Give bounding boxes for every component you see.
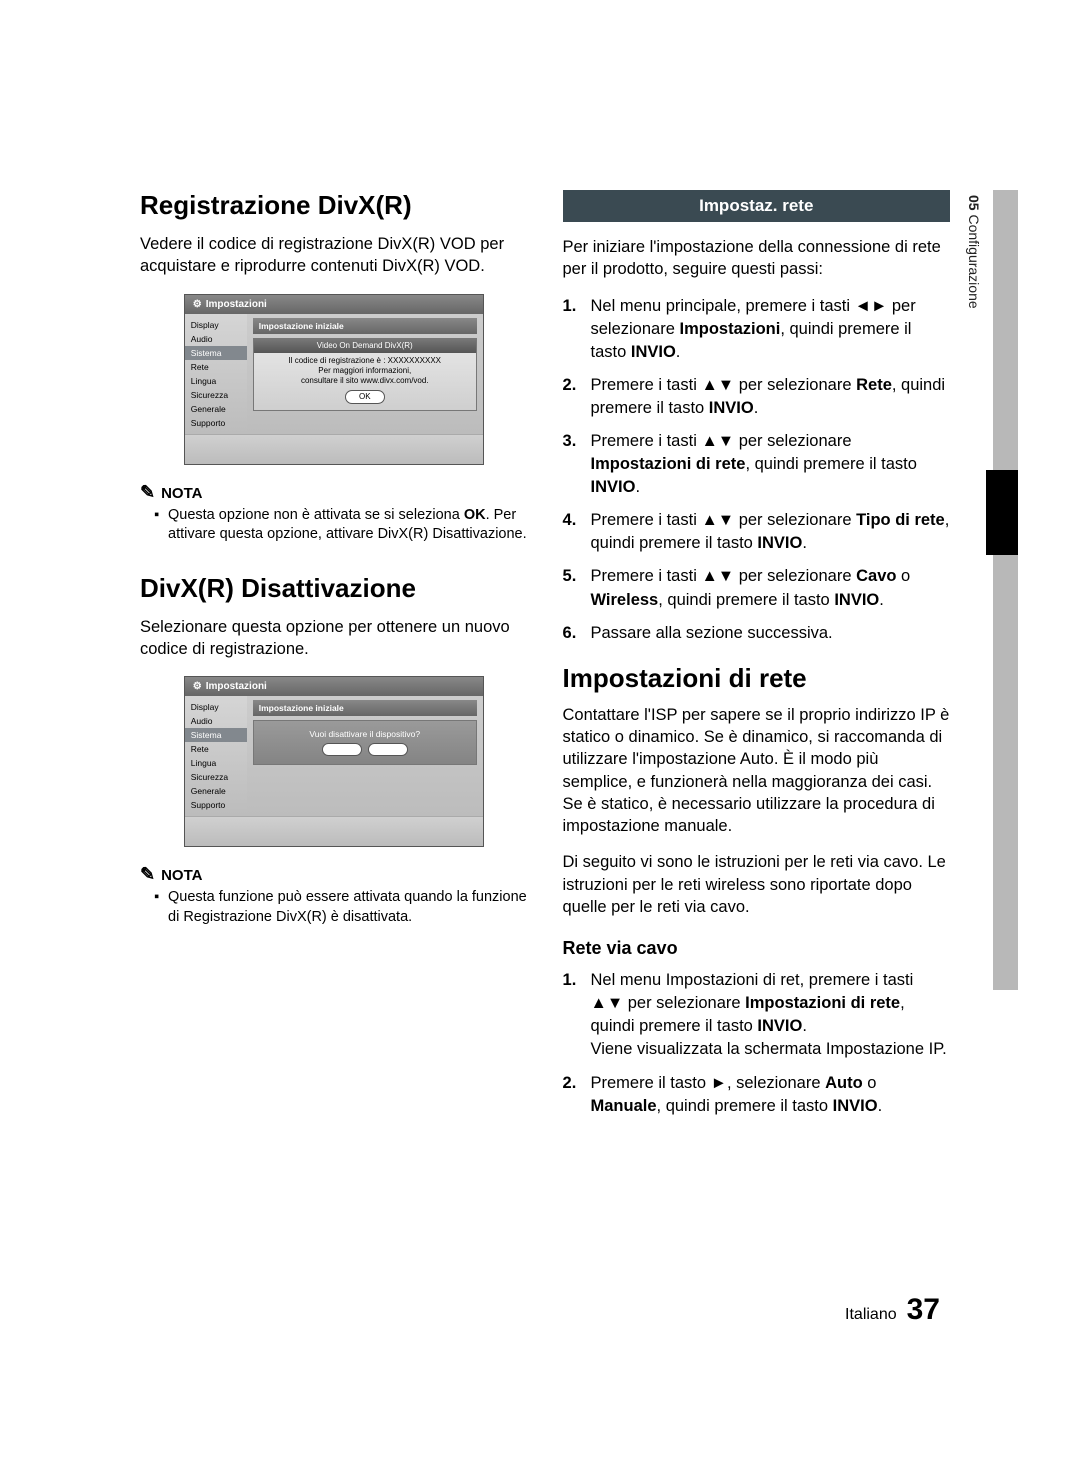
ui-side-generale[interactable]: Generale bbox=[185, 784, 247, 798]
ui-side-generale[interactable]: Generale bbox=[185, 402, 247, 416]
ui-bottom-bar bbox=[185, 434, 483, 464]
right-column: Impostaz. rete Per iniziare l'impostazio… bbox=[563, 190, 951, 1128]
yes-button[interactable]: Sì bbox=[322, 743, 362, 756]
heading-impostazioni-di-rete: Impostazioni di rete bbox=[563, 663, 951, 694]
ui-side-sistema[interactable]: Sistema bbox=[185, 346, 247, 360]
setup-steps: Nel menu principale, premere i tasti ◄► … bbox=[563, 295, 951, 645]
ui-dialog-deactivate: Vuoi disattivare il dispositivo? Sì No bbox=[253, 720, 477, 765]
gear-icon: ⚙ bbox=[193, 681, 202, 692]
heading-registrazione: Registrazione DivX(R) bbox=[140, 190, 528, 221]
step-4: Premere i tasti ▲▼ per selezionare Tipo … bbox=[563, 509, 951, 555]
left-column: Registrazione DivX(R) Vedere il codice d… bbox=[140, 190, 528, 1128]
ui-screenshot-divx-register: ⚙ Impostazioni Display Audio Sistema Ret… bbox=[184, 294, 484, 465]
ui-side-supporto[interactable]: Supporto bbox=[185, 416, 247, 430]
subheading-rete-via-cavo: Rete via cavo bbox=[563, 938, 951, 959]
ui-side-rete[interactable]: Rete bbox=[185, 742, 247, 756]
ui-header-title-2: Impostazioni bbox=[206, 681, 267, 692]
ui-sidebar-2: Display Audio Sistema Rete Lingua Sicure… bbox=[185, 696, 247, 816]
ui-side-rete[interactable]: Rete bbox=[185, 360, 247, 374]
ui-dialog-line2: Per maggiori informazioni, bbox=[258, 366, 472, 376]
heading-disattivazione: DivX(R) Disattivazione bbox=[140, 573, 528, 604]
step-5: Premere i tasti ▲▼ per selezionare Cavo … bbox=[563, 565, 951, 611]
ok-button[interactable]: OK bbox=[345, 390, 385, 404]
ui-dialog-vod: Video On Demand DivX(R) Il codice di reg… bbox=[253, 338, 477, 411]
ui-header-2: ⚙ Impostazioni bbox=[185, 677, 483, 696]
ui-side-audio[interactable]: Audio bbox=[185, 332, 247, 346]
ui-side-sicurezza[interactable]: Sicurezza bbox=[185, 388, 247, 402]
ui-sidebar: Display Audio Sistema Rete Lingua Sicure… bbox=[185, 314, 247, 434]
cable-step-1: Nel menu Impostazioni di ret, premere i … bbox=[563, 969, 951, 1061]
no-button[interactable]: No bbox=[368, 743, 408, 756]
ui-side-sicurezza[interactable]: Sicurezza bbox=[185, 770, 247, 784]
paragraph-registrazione: Vedere il codice di registrazione DivX(R… bbox=[140, 233, 528, 278]
ui-bottom-bar-2 bbox=[185, 816, 483, 846]
ui-side-display[interactable]: Display bbox=[185, 318, 247, 332]
banner-impostaz-rete: Impostaz. rete bbox=[563, 190, 951, 222]
ui-header-title: Impostazioni bbox=[206, 299, 267, 310]
paragraph-intro-rete: Per iniziare l'impostazione della connes… bbox=[563, 236, 951, 281]
ui-dialog-title: Video On Demand DivX(R) bbox=[254, 339, 476, 353]
ui-side-display[interactable]: Display bbox=[185, 700, 247, 714]
footer-page: 37 bbox=[907, 1293, 940, 1327]
ui-side-sistema[interactable]: Sistema bbox=[185, 728, 247, 742]
note-item-2: Questa funzione può essere attivata quan… bbox=[168, 888, 528, 927]
step-3: Premere i tasti ▲▼ per selezionare Impos… bbox=[563, 430, 951, 499]
note-item-1: Questa opzione non è attivata se si sele… bbox=[168, 506, 528, 545]
paragraph-wired-note: Di seguito vi sono le istruzioni per le … bbox=[563, 851, 951, 918]
ui-dialog-line3: consultare il sito www.divx.com/vod. bbox=[258, 376, 472, 386]
cable-step-2: Premere il tasto ►, selezionare Auto o M… bbox=[563, 1072, 951, 1118]
paragraph-disattivazione: Selezionare questa opzione per ottenere … bbox=[140, 616, 528, 661]
ui-side-lingua[interactable]: Lingua bbox=[185, 374, 247, 388]
page-footer: Italiano 37 bbox=[845, 1293, 940, 1327]
ui-screenshot-divx-deactivate: ⚙ Impostazioni Display Audio Sistema Ret… bbox=[184, 676, 484, 847]
ui-row-title-2[interactable]: Impostazione iniziale bbox=[253, 700, 477, 716]
note-label: NOTA bbox=[161, 485, 202, 502]
note-heading-2: ✎ NOTA bbox=[140, 865, 528, 886]
ui-side-supporto[interactable]: Supporto bbox=[185, 798, 247, 812]
footer-language: Italiano bbox=[845, 1306, 897, 1324]
gear-icon: ⚙ bbox=[193, 299, 202, 310]
ui-header: ⚙ Impostazioni bbox=[185, 295, 483, 314]
step-1: Nel menu principale, premere i tasti ◄► … bbox=[563, 295, 951, 364]
ui-side-audio[interactable]: Audio bbox=[185, 714, 247, 728]
step-6: Passare alla sezione successiva. bbox=[563, 622, 951, 645]
ui-row-title[interactable]: Impostazione iniziale bbox=[253, 318, 477, 334]
note-label-2: NOTA bbox=[161, 867, 202, 884]
step-2: Premere i tasti ▲▼ per selezionare Rete,… bbox=[563, 374, 951, 420]
ui-side-lingua[interactable]: Lingua bbox=[185, 756, 247, 770]
cable-steps: Nel menu Impostazioni di ret, premere i … bbox=[563, 969, 951, 1118]
paragraph-isp: Contattare l'ISP per sapere se il propri… bbox=[563, 704, 951, 838]
note-icon: ✎ bbox=[140, 482, 155, 503]
ui-dialog-msg: Vuoi disattivare il dispositivo? bbox=[258, 729, 472, 739]
ui-dialog-line1: Il codice di registrazione è : XXXXXXXXX… bbox=[258, 356, 472, 366]
note-heading-1: ✎ NOTA bbox=[140, 483, 528, 504]
note-icon: ✎ bbox=[140, 864, 155, 885]
